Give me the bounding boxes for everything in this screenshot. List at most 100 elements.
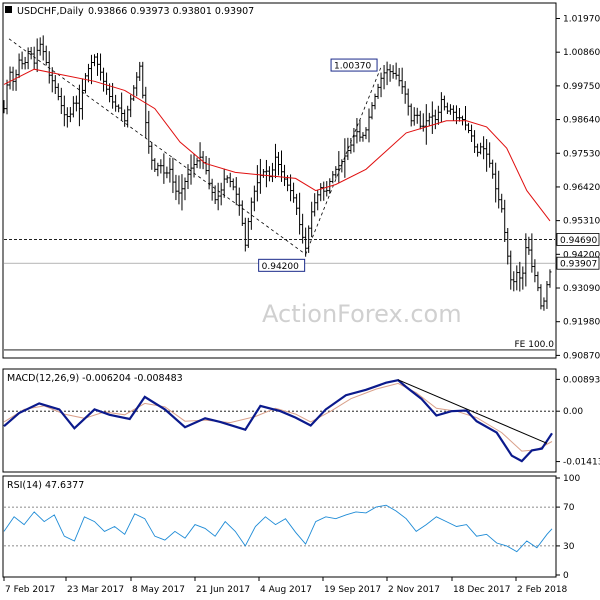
x-axis-label: 18 Dec 2017: [453, 585, 511, 595]
price-bar: [120, 92, 124, 121]
price-bar: [307, 225, 311, 253]
price-header: USDCHF,Daily 0.93866 0.93973 0.93801 0.9…: [5, 6, 254, 17]
price-bar: [325, 181, 329, 197]
price-bar: [482, 136, 486, 160]
price-bar: [150, 142, 154, 170]
price-bar: [488, 142, 492, 168]
price-bar: [213, 185, 217, 205]
price-bar: [497, 170, 501, 209]
price-bar: [310, 201, 314, 238]
price-bar: [442, 95, 446, 111]
price-bar: [370, 102, 374, 120]
rsi-layer: [3, 504, 555, 553]
price-bar: [457, 108, 461, 122]
price-bar: [53, 75, 57, 94]
macd-trendline: [397, 379, 548, 444]
price-bar: [156, 162, 160, 177]
price-bar: [77, 84, 81, 127]
price-bar: [494, 162, 498, 203]
annotation-label: 0.94200: [262, 262, 299, 272]
x-axis-label: 2 Feb 2018: [517, 585, 568, 595]
projection-line: [305, 66, 382, 255]
price-axis-label: 0.91980: [563, 318, 600, 328]
price-bar: [439, 92, 443, 123]
price-bar: [409, 103, 413, 127]
price-bar: [237, 187, 241, 216]
price-bar: [123, 109, 127, 127]
price-bar: [240, 200, 244, 226]
price-bar: [71, 96, 75, 118]
price-bar: [283, 164, 287, 187]
annotation-box: [330, 58, 378, 72]
price-bar: [364, 127, 368, 140]
price-bar: [349, 138, 353, 154]
level-axis-box: [556, 256, 600, 270]
price-bar: [23, 56, 27, 70]
watermark: ActionForex.com: [262, 300, 462, 328]
rsi-title: RSI(14) 47.6377: [7, 480, 84, 491]
price-bar: [331, 171, 335, 184]
price-bar: [255, 165, 259, 202]
price-bar: [424, 104, 428, 145]
price-bar: [114, 94, 118, 112]
projection-line: [8, 38, 306, 255]
x-axis-label: 2 Nov 2017: [388, 585, 440, 595]
price-bar: [129, 94, 133, 118]
x-axis-label: 21 Jun 2017: [196, 585, 250, 595]
price-bar: [41, 35, 45, 61]
price-bar: [379, 72, 383, 98]
x-axis-label: 19 Sep 2017: [324, 585, 381, 595]
price-bar: [20, 51, 24, 70]
price-bar: [14, 69, 18, 91]
price-bar: [358, 119, 362, 142]
macd-axis-label: 0.00: [563, 407, 583, 417]
price-bar: [273, 143, 277, 179]
price-bar: [470, 124, 474, 142]
price-bar: [343, 138, 347, 178]
price-bar: [530, 233, 534, 273]
price-axis-label: 0.94200: [563, 250, 600, 260]
symbol-label: USDCHF,Daily: [17, 6, 84, 17]
macd-panel-frame: [2, 368, 557, 473]
price-bar: [86, 63, 90, 83]
x-axis-label: 23 Mar 2017: [67, 585, 124, 595]
price-bar: [11, 66, 15, 91]
price-bar: [352, 127, 356, 153]
price-bar: [355, 118, 359, 144]
level-axis-box: [556, 233, 600, 246]
price-bar: [8, 66, 12, 90]
rsi-line: [3, 504, 553, 553]
price-axis-label: 1.01970: [563, 14, 600, 24]
price-bar: [464, 105, 468, 131]
collapse-icon[interactable]: [5, 6, 12, 13]
price-bar: [177, 175, 181, 205]
price-bar: [50, 67, 54, 93]
annotation-box: [258, 258, 306, 272]
price-bar: [298, 192, 302, 235]
price-bar: [304, 227, 308, 257]
price-bar: [473, 130, 477, 153]
price-axis-label: 0.90870: [563, 351, 600, 361]
price-bar: [117, 104, 121, 113]
price-bar: [436, 105, 440, 125]
level-axis-label: 0.94690: [560, 236, 597, 246]
price-bar: [210, 178, 214, 201]
price-bar: [141, 61, 145, 99]
price-bar: [376, 83, 380, 99]
price-bar: [403, 81, 407, 104]
price-bar: [518, 261, 522, 292]
macd-axis-label: -0.014136: [563, 458, 600, 468]
price-bar: [289, 174, 293, 202]
price-bar: [47, 51, 51, 84]
price-bar: [388, 64, 392, 82]
price-bar: [219, 182, 223, 206]
price-bar: [292, 182, 296, 203]
price-bar: [89, 54, 93, 85]
price-axis-label: 0.98640: [563, 116, 600, 126]
price-bar: [485, 139, 489, 172]
price-bar: [180, 174, 184, 211]
price-bar: [400, 67, 404, 94]
price-bar: [174, 174, 178, 201]
price-bar: [506, 227, 510, 265]
